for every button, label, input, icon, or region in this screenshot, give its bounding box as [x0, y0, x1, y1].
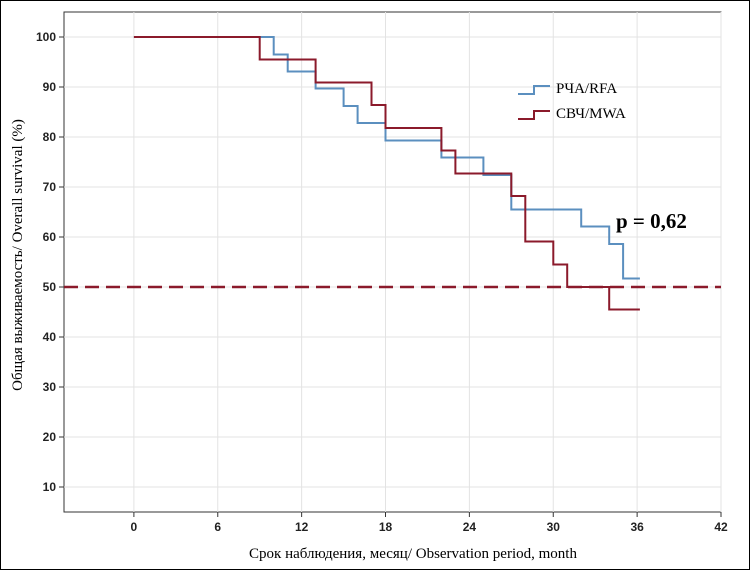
x-tick-label: 6 — [214, 520, 221, 534]
y-tick-label: 60 — [43, 230, 57, 244]
y-tick-label: 100 — [36, 30, 56, 44]
x-tick-label: 12 — [295, 520, 309, 534]
x-tick-label: 30 — [547, 520, 561, 534]
legend-label-rfa: РЧА/RFA — [556, 81, 617, 97]
y-tick-label: 20 — [43, 430, 57, 444]
x-axis-label: Срок наблюдения, месяц/ Observation peri… — [249, 546, 577, 562]
series-group — [133, 36, 640, 311]
p-value-annotation: p = 0,62 — [616, 209, 687, 233]
legend-symbol-mwa — [518, 110, 550, 120]
x-tick-label: 42 — [714, 520, 728, 534]
x-tick-label: 24 — [463, 520, 477, 534]
x-axis-ticks: 0 6 12 18 24 30 36 42 — [131, 512, 728, 534]
series-line-mwa — [133, 36, 640, 311]
legend-symbol-rfa — [518, 85, 550, 95]
x-tick-label: 36 — [630, 520, 644, 534]
y-tick-label: 10 — [43, 480, 57, 494]
x-tick-label: 18 — [379, 520, 393, 534]
plot-area — [63, 11, 722, 513]
y-axis-ticks: 10 20 30 40 50 60 70 80 90 100 — [36, 30, 64, 494]
y-tick-label: 80 — [43, 130, 57, 144]
series-line-rfa — [133, 36, 640, 280]
legend: РЧА/RFA СВЧ/MWA — [518, 81, 626, 122]
y-tick-label: 40 — [43, 330, 57, 344]
y-tick-label: 50 — [43, 280, 57, 294]
y-axis-label: Общая выживаемость/ Overall survival (%) — [10, 119, 26, 391]
y-tick-label: 30 — [43, 380, 57, 394]
legend-label-mwa: СВЧ/MWA — [556, 106, 626, 122]
x-tick-label: 0 — [131, 520, 138, 534]
grid — [64, 12, 722, 512]
y-tick-label: 90 — [43, 80, 57, 94]
y-tick-label: 70 — [43, 180, 57, 194]
